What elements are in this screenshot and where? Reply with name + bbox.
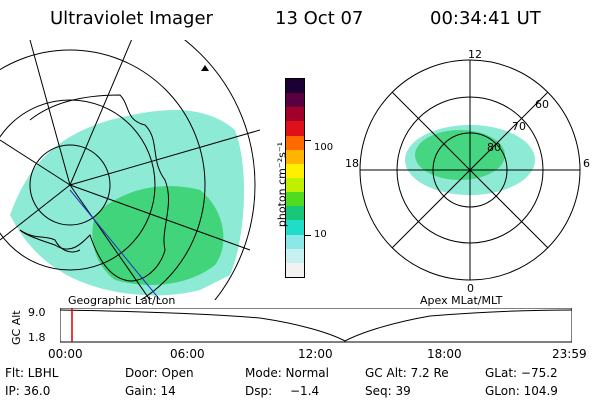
colorbar-tick-100 [305, 140, 311, 141]
timeline-ytick-1-8: 1.8 [28, 331, 46, 344]
timeline-xtick-2: 12:00 [298, 347, 333, 361]
time-label: 00:34:41 UT [430, 8, 541, 29]
timeline-xtick-3: 18:00 [427, 347, 462, 361]
mlt-label-6: 6 [583, 157, 590, 170]
mlt-label-18: 18 [345, 157, 359, 170]
colorbar-stripe [286, 192, 304, 207]
timeline-xtick-1: 06:00 [170, 347, 205, 361]
geographic-image [0, 40, 260, 300]
colorbar-stripe [286, 79, 304, 94]
seq-label: Seq: 39 [365, 384, 411, 398]
colorbar-unit-label: photon cm⁻²s⁻¹ [275, 141, 289, 228]
colorbar-tick-100-label: 100 [314, 142, 334, 153]
colorbar-stripe [286, 107, 304, 122]
colorbar-stripe [286, 135, 304, 150]
door-label: Door: Open [125, 366, 194, 380]
colorbar-stripe [286, 262, 304, 277]
colorbar-stripe [286, 220, 304, 235]
colorbar-stripe [286, 248, 304, 263]
timeline-plot [60, 308, 572, 343]
ip-label: IP: 36.0 [5, 384, 51, 398]
lat-label-80: 80 [487, 141, 501, 154]
mode-label: Mode: Normal [245, 366, 329, 380]
colorbar-stripe [286, 163, 304, 178]
gc-alt-label: GC Alt: 7.2 Re [365, 366, 449, 380]
colorbar-stripe [286, 206, 304, 221]
glat-label: GLat: −75.2 [485, 366, 558, 380]
colorbar-stripe [286, 149, 304, 164]
lat-label-60: 60 [535, 98, 549, 111]
dsp-value: −1.4 [290, 384, 320, 398]
mlt-label-0: 0 [467, 282, 474, 295]
timeline-ytick-9: 9.0 [28, 306, 46, 319]
timeline-xtick-0: 00:00 [48, 347, 83, 361]
colorbar [285, 78, 305, 278]
colorbar-stripe [286, 121, 304, 136]
gain-label: Gain: 14 [125, 384, 176, 398]
colorbar-tick-10 [305, 235, 311, 236]
app-title: Ultraviolet Imager [50, 8, 213, 29]
mlt-label-12: 12 [468, 48, 482, 61]
lat-label-70: 70 [512, 120, 526, 133]
right-panel-caption: Apex MLat/MLT [420, 294, 503, 307]
date-label: 13 Oct 07 [275, 8, 364, 29]
glon-label: GLon: 104.9 [485, 384, 558, 398]
timeline-xtick-4: 23:59 [552, 347, 587, 361]
colorbar-tick-10-label: 10 [314, 229, 327, 240]
dsp-label: Dsp: [245, 384, 273, 398]
left-panel-caption: Geographic Lat/Lon [68, 294, 176, 307]
colorbar-stripe [286, 177, 304, 193]
polar-plot: 12 18 6 0 60 70 80 [345, 48, 590, 295]
colorbar-stripe [286, 234, 304, 249]
filter-label: Flt: LBHL [5, 366, 59, 380]
colorbar-stripe [286, 93, 304, 108]
